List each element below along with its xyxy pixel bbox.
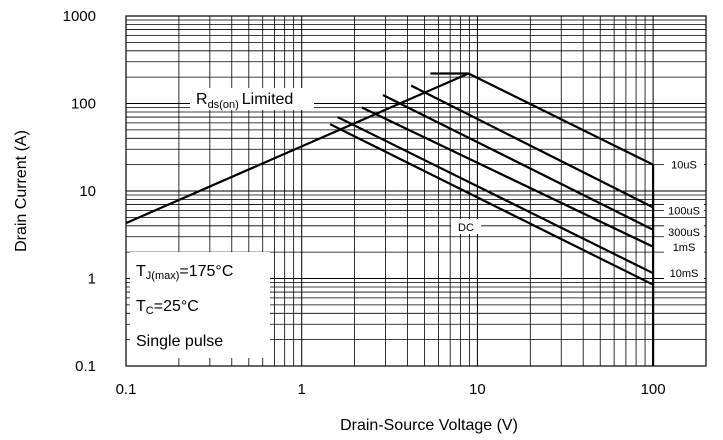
y-tick-label: 1000	[63, 8, 96, 25]
dc-label-bg	[451, 219, 481, 234]
svg-text:Rds(on)Limited: Rds(on) Limited	[196, 91, 293, 111]
tc-annotation: TC=25°C	[136, 298, 199, 317]
series-label: 1mS	[673, 242, 696, 254]
label-layer: 10uS 100uS 300uS 1mS 10mS DC	[451, 156, 704, 280]
y-tick-label: 1	[88, 271, 96, 288]
series-line-300us	[382, 94, 654, 231]
y-tick-label: 0.1	[75, 358, 96, 375]
limit-line	[125, 72, 469, 225]
series-label: 300uS	[668, 227, 700, 239]
series-label-bg	[664, 223, 704, 238]
limit-label-text: Limited	[242, 91, 294, 108]
y-tick-label: 100	[71, 96, 96, 113]
series-line-dc	[329, 123, 654, 286]
x-tick-label: 0.1	[116, 381, 137, 398]
tick-layer: 0.1 1 10 100 0.1 1 10 100 1000	[63, 8, 666, 398]
series-line-10us	[430, 72, 654, 166]
series-label-bg	[664, 156, 704, 171]
limit-line-label: Rds(on) Limited	[190, 88, 314, 111]
grid-layer	[125, 16, 707, 367]
pulse-annotation: Single pulse	[136, 333, 223, 350]
limit-label-sub: ds(on)	[208, 99, 239, 111]
y-axis-title: Drain Current (A)	[13, 130, 30, 252]
x-tick-label: 1	[298, 381, 306, 398]
curve-layer	[125, 72, 655, 366]
series-label: DC	[458, 222, 474, 234]
series-line-10ms	[337, 116, 654, 275]
series-line-1ms	[361, 106, 654, 248]
x-tick-label: 10	[469, 381, 486, 398]
x-tick-label: 100	[641, 381, 666, 398]
y-tick-label: 10	[79, 183, 96, 200]
condition-annotations: TJ(max)=175°C TC=25°C Single pulse	[130, 252, 270, 358]
series-line-100us	[410, 84, 654, 209]
series-label-bg	[664, 265, 704, 280]
series-label: 10mS	[670, 268, 699, 280]
limit-label-prefix: R	[196, 91, 208, 108]
plot-frame	[125, 15, 707, 367]
series-label-bg	[664, 202, 704, 217]
tj-annotation: TJ(max)=175°C	[136, 263, 233, 282]
series-label-bg	[664, 238, 704, 253]
x-axis-title: Drain-Source Voltage (V)	[340, 417, 518, 434]
series-label: 10uS	[671, 160, 697, 172]
series-label: 100uS	[668, 205, 700, 217]
